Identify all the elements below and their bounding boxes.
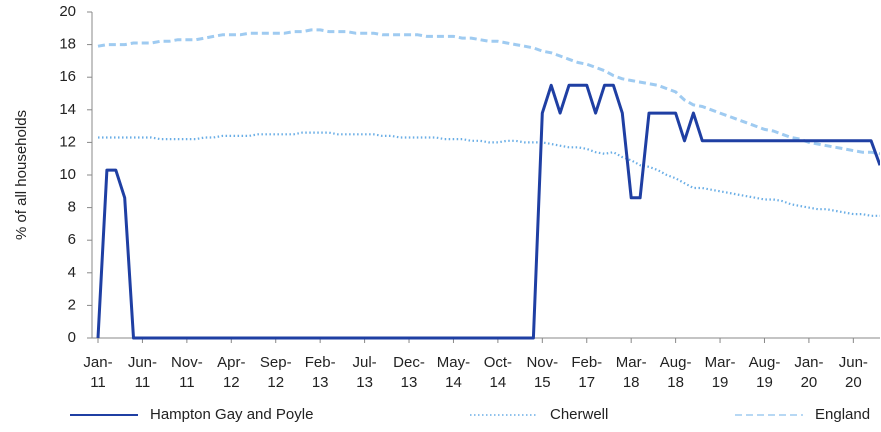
y-tick-label: 10: [59, 166, 76, 183]
x-tick-label-line: 13: [312, 374, 329, 391]
series-line: [96, 83, 880, 340]
x-tick-label: May- 14: [437, 354, 470, 391]
y-tick-label: 2: [68, 296, 76, 313]
x-tick-label: Nov- 11: [171, 354, 203, 391]
x-tick-label-line: Oct-: [484, 354, 512, 371]
legend-label: Cherwell: [550, 406, 608, 423]
x-tick-label: Jan- 11: [83, 354, 112, 391]
x-tick-label-line: Jul-: [353, 354, 377, 371]
x-tick-label-line: Aug-: [749, 354, 781, 371]
x-tick-label: Mar- 18: [616, 354, 647, 391]
x-tick-label-line: 18: [667, 374, 684, 391]
x-tick-label-line: May-: [437, 354, 470, 371]
x-tick-label-line: Jan-: [794, 354, 823, 371]
x-tick-label-line: Nov-: [526, 354, 558, 371]
series-line: [98, 131, 880, 217]
x-tick-label: Jul- 13: [353, 354, 377, 391]
y-tick-label: 18: [59, 36, 76, 53]
x-tick-label: Jan- 20: [794, 354, 823, 391]
x-tick-label-line: Jan-: [83, 354, 112, 371]
y-axis-label: % of all households: [13, 110, 30, 240]
x-tick-label: Aug- 19: [749, 354, 781, 391]
x-tick-label-line: 19: [756, 374, 773, 391]
x-tick-label: Mar- 19: [705, 354, 736, 391]
x-tick-label-line: 11: [179, 374, 195, 391]
x-tick-label: Feb- 13: [305, 354, 336, 391]
x-tick-label-line: 14: [445, 374, 462, 391]
x-tick-label-line: Nov-: [171, 354, 203, 371]
x-tick-label-line: 13: [401, 374, 418, 391]
x-tick-label-line: 14: [490, 374, 507, 391]
x-tick-label-line: 13: [356, 374, 373, 391]
x-tick-label-line: Dec-: [393, 354, 425, 371]
x-tick-label-line: 12: [267, 374, 284, 391]
legend-label: England: [815, 406, 870, 423]
y-tick-label: 12: [59, 133, 76, 150]
x-tick-label-line: Mar-: [705, 354, 736, 371]
x-tick-label-line: Jun-: [839, 354, 868, 371]
x-tick-label-line: 11: [90, 374, 106, 391]
x-tick-label-line: 19: [712, 374, 729, 391]
x-tick-label-line: 12: [223, 374, 240, 391]
x-tick-label-line: Jun-: [128, 354, 157, 371]
x-tick-label: Apr- 12: [217, 354, 245, 391]
x-tick-label-line: Feb-: [571, 354, 602, 371]
x-tick-label: Jun- 20: [839, 354, 868, 391]
y-tick-label: 14: [59, 101, 76, 118]
x-tick-label-line: Mar-: [616, 354, 647, 371]
x-tick-label: Feb- 17: [571, 354, 602, 391]
x-tick-label-line: Feb-: [305, 354, 336, 371]
y-tick-label: 0: [68, 329, 76, 346]
x-tick-label-line: 20: [845, 374, 862, 391]
y-tick-label: 8: [68, 199, 76, 216]
x-tick-label-line: 15: [534, 374, 551, 391]
x-tick-label: Aug- 18: [660, 354, 692, 391]
y-tick-label: 20: [59, 3, 76, 20]
x-tick-label-line: Sep-: [260, 354, 292, 371]
y-tick-label: 4: [68, 264, 76, 281]
series-line: [97, 28, 880, 156]
x-tick-label-line: 17: [578, 374, 595, 391]
y-tick-label: 16: [59, 68, 76, 85]
x-tick-label-line: Apr-: [217, 354, 245, 371]
x-tick-label-line: 20: [801, 374, 818, 391]
x-tick-label: Jun- 11: [128, 354, 157, 391]
x-tick-label: Oct- 14: [484, 354, 512, 391]
x-tick-label: Sep- 12: [260, 354, 292, 391]
x-tick-label-line: 11: [135, 374, 151, 391]
x-tick-label: Dec- 13: [393, 354, 425, 391]
x-tick-label: Nov- 15: [526, 354, 558, 391]
y-tick-label: 6: [68, 231, 76, 248]
x-tick-label-line: 18: [623, 374, 640, 391]
legend-label: Hampton Gay and Poyle: [150, 406, 313, 423]
x-tick-label-line: Aug-: [660, 354, 692, 371]
